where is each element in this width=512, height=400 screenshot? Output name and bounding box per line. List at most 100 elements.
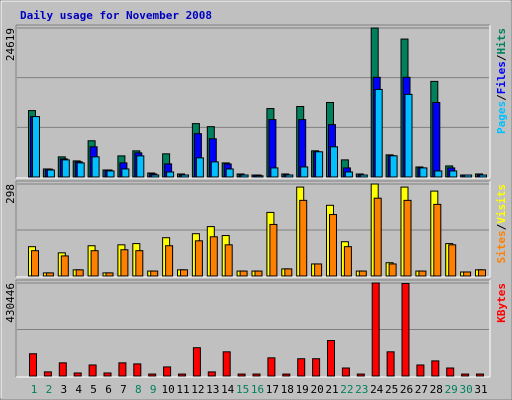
bar bbox=[222, 351, 231, 377]
bar bbox=[148, 373, 157, 377]
bar bbox=[416, 364, 425, 377]
x-tick-label: 3 bbox=[60, 383, 67, 396]
x-tick-label: 29 bbox=[445, 383, 458, 396]
legend-entry: Hits bbox=[495, 28, 508, 55]
bar bbox=[105, 272, 114, 277]
bar bbox=[479, 174, 487, 178]
bar bbox=[76, 162, 85, 178]
x-tick-label: 10 bbox=[161, 383, 174, 396]
bar bbox=[240, 174, 249, 178]
x-tick-label: 24 bbox=[370, 383, 384, 396]
x-tick-label: 28 bbox=[430, 383, 443, 396]
bar bbox=[166, 171, 175, 178]
bar bbox=[151, 174, 160, 178]
bar bbox=[282, 373, 291, 377]
legend-entry: Sites bbox=[495, 230, 508, 263]
bar bbox=[371, 282, 380, 377]
legend-entry: Visits bbox=[495, 184, 508, 224]
bar bbox=[43, 371, 52, 377]
y-tick-label: 430446 bbox=[4, 283, 17, 323]
bar bbox=[195, 157, 204, 178]
bar bbox=[403, 199, 412, 277]
bar bbox=[344, 171, 353, 178]
x-tick-label: 8 bbox=[135, 383, 142, 396]
x-tick-label: 19 bbox=[296, 383, 309, 396]
panel bbox=[16, 25, 490, 178]
x-tick-label: 16 bbox=[251, 383, 264, 396]
x-tick-label: 5 bbox=[90, 383, 97, 396]
panel bbox=[16, 181, 490, 277]
legend-entry: Files bbox=[495, 61, 508, 94]
bar bbox=[239, 270, 248, 277]
bar bbox=[419, 167, 428, 178]
bar bbox=[31, 250, 39, 277]
bar bbox=[389, 155, 398, 178]
bar bbox=[207, 371, 216, 377]
bar bbox=[315, 151, 324, 178]
bar bbox=[312, 358, 321, 377]
bar bbox=[194, 240, 203, 277]
bar bbox=[46, 169, 55, 178]
bar bbox=[88, 364, 97, 377]
bar bbox=[463, 271, 472, 277]
x-tick-label: 7 bbox=[120, 383, 127, 396]
bar bbox=[449, 170, 458, 178]
bar bbox=[75, 269, 84, 277]
bar bbox=[106, 170, 115, 178]
bar bbox=[180, 269, 188, 277]
bar bbox=[433, 203, 442, 277]
bar bbox=[330, 146, 338, 178]
bar bbox=[254, 270, 263, 277]
legend-separator: / bbox=[495, 54, 508, 61]
legend-entry: Pages bbox=[495, 101, 508, 134]
x-tick-label: 17 bbox=[266, 383, 279, 396]
bar bbox=[103, 372, 112, 377]
bar bbox=[300, 166, 309, 178]
bar bbox=[327, 340, 335, 377]
bar bbox=[255, 175, 264, 178]
x-tick-label: 11 bbox=[176, 383, 189, 396]
x-tick-label: 18 bbox=[281, 383, 294, 396]
bar bbox=[404, 93, 413, 178]
bar bbox=[269, 223, 278, 277]
bar bbox=[224, 244, 233, 277]
bar bbox=[32, 116, 40, 178]
legend-separator: / bbox=[495, 94, 508, 101]
bar bbox=[45, 272, 54, 277]
bar bbox=[210, 161, 219, 178]
bar bbox=[373, 197, 382, 277]
bar bbox=[178, 373, 186, 377]
bar bbox=[61, 159, 70, 178]
x-tick-label: 12 bbox=[191, 383, 204, 396]
bar bbox=[181, 174, 189, 178]
x-tick-label: 23 bbox=[355, 383, 368, 396]
bar bbox=[374, 88, 383, 178]
bar bbox=[270, 167, 279, 178]
bar bbox=[267, 357, 276, 377]
x-tick-label: 30 bbox=[459, 383, 472, 396]
bar bbox=[225, 168, 234, 178]
bar bbox=[299, 199, 308, 277]
bar bbox=[446, 367, 455, 377]
x-tick-label: 1 bbox=[31, 383, 38, 396]
legend: KBytes bbox=[495, 283, 508, 323]
bar bbox=[432, 101, 441, 178]
bar bbox=[476, 373, 484, 377]
bar bbox=[418, 270, 427, 277]
x-tick-label: 2 bbox=[46, 383, 53, 396]
bar bbox=[29, 353, 37, 377]
bar bbox=[120, 249, 129, 277]
bar bbox=[209, 236, 218, 277]
x-tick-label: 9 bbox=[150, 383, 157, 396]
bar bbox=[163, 366, 172, 377]
bar bbox=[461, 373, 470, 377]
bar bbox=[356, 373, 365, 377]
legend: Sites/Visits bbox=[495, 184, 508, 264]
bar bbox=[314, 263, 323, 277]
bar bbox=[90, 250, 99, 277]
bar bbox=[284, 268, 293, 277]
bar bbox=[386, 351, 395, 377]
bar bbox=[434, 170, 443, 178]
x-tick-label: 21 bbox=[325, 383, 338, 396]
